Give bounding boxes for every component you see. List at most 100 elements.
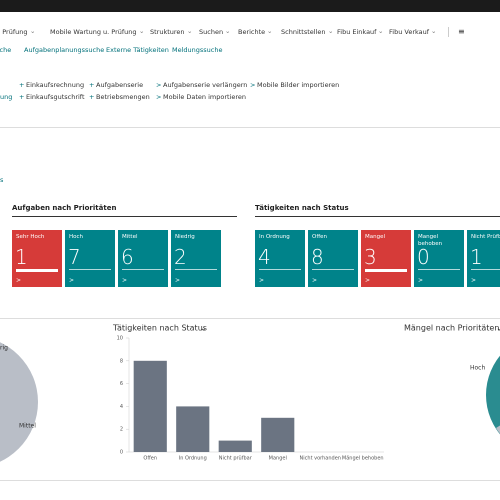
action[interactable]: Einkaufsgutschrift xyxy=(26,93,85,101)
menu-item[interactable]: Mobile Wartung u. Prüfung xyxy=(50,28,137,36)
tile-label: In Ordnung xyxy=(259,234,290,240)
bar xyxy=(261,417,295,452)
x-tick-label: Nicht vorhanden xyxy=(300,456,341,462)
x-tick-label: Offen xyxy=(143,456,157,462)
menu-item[interactable]: Strukturen xyxy=(150,28,185,36)
bar xyxy=(218,440,252,452)
chevron[interactable]: ⌄ xyxy=(200,324,207,333)
action-icon: + xyxy=(19,81,25,89)
y-tick-label: 4 xyxy=(120,404,123,410)
x-tick-label: In Ordnung xyxy=(179,456,207,462)
action[interactable]: Aufgabenserie verlängern xyxy=(163,81,248,89)
y-tick-label: 8 xyxy=(120,358,123,364)
separator xyxy=(0,318,500,319)
chevron: ⌄ xyxy=(187,27,193,35)
chevron: ⌄ xyxy=(431,27,437,35)
tile-value: 6 xyxy=(121,245,134,269)
action[interactable]: Aufgabenserie xyxy=(96,81,144,89)
menu-icon[interactable]: ≡ xyxy=(458,27,465,36)
chart-title: Mängel nach Prioritäten xyxy=(404,324,499,333)
y-tick-label: 10 xyxy=(117,336,123,342)
tile[interactable]: Offen 8 > xyxy=(308,230,358,287)
tile[interactable]: Mangel 3 > xyxy=(361,230,411,287)
action[interactable]: ung xyxy=(0,93,13,101)
tile[interactable]: Sehr Hoch 1 > xyxy=(12,230,62,287)
tile-arrow: > xyxy=(312,277,318,284)
action[interactable]: Einkaufsrechnung xyxy=(26,81,85,89)
tile[interactable]: Mangel behoben 0 > xyxy=(414,230,464,287)
pie-slice xyxy=(496,425,500,434)
chevron: ⌄ xyxy=(378,27,384,35)
tile-label: Nicht Prüfb xyxy=(471,234,500,240)
chevron: ⌄ xyxy=(30,27,36,35)
x-tick-label: Nicht prüfbar xyxy=(219,456,253,462)
tile-arrow: > xyxy=(122,277,128,284)
tile-label: Hoch xyxy=(69,234,84,240)
tile-arrow: > xyxy=(259,277,265,284)
chevron: ⌄ xyxy=(328,27,334,35)
action[interactable]: Betriebsmengen xyxy=(96,93,150,101)
tile[interactable]: Hoch 7 > xyxy=(65,230,115,287)
chevron: ⌄ xyxy=(225,27,231,35)
group-title: Tätigkeiten nach Status xyxy=(255,204,349,212)
group-title: Aufgaben nach Prioritäten xyxy=(12,204,117,212)
tile-indicator xyxy=(175,269,217,270)
group-line xyxy=(255,216,500,217)
separator xyxy=(0,480,500,481)
tile-indicator xyxy=(312,269,354,270)
tile[interactable]: Niedrig 2 > xyxy=(171,230,221,287)
tile-indicator xyxy=(471,269,500,270)
x-tick-label: Mängel behoben xyxy=(342,456,384,462)
tile-indicator xyxy=(69,269,111,270)
action-icon: > xyxy=(250,81,256,89)
menu-item[interactable]: Suchen xyxy=(199,28,224,36)
menu-item[interactable]: Fibu Einkauf xyxy=(337,28,377,36)
tile-value: 0 xyxy=(417,245,430,269)
tile[interactable]: Nicht Prüfb 1 > xyxy=(467,230,500,287)
tile-label: Mittel xyxy=(122,234,138,240)
action-icon: + xyxy=(19,93,25,101)
tile-arrow: > xyxy=(16,277,22,284)
menu-item[interactable]: Fibu Verkauf xyxy=(389,28,430,36)
pie-left xyxy=(0,342,38,462)
pie-label: Mittel xyxy=(19,423,36,430)
tile-indicator xyxy=(259,269,301,270)
link[interactable]: Externe Tätigkeiten xyxy=(106,46,169,54)
action[interactable]: Mobile Bilder importieren xyxy=(257,81,340,89)
y-tick-label: 2 xyxy=(120,427,123,433)
tile-arrow: > xyxy=(365,277,371,284)
chevron: ⌄ xyxy=(267,27,273,35)
menu-item[interactable]: u. Prüfung xyxy=(0,28,28,36)
link[interactable]: Aufgabenplanungssuche xyxy=(24,46,105,54)
link[interactable]: suche xyxy=(0,46,12,54)
action-icon: + xyxy=(89,93,95,101)
tile-arrow: > xyxy=(418,277,424,284)
y-tick-label: 0 xyxy=(120,450,123,456)
action[interactable]: Mobile Daten importieren xyxy=(163,93,247,101)
chevron: ⌄ xyxy=(139,27,145,35)
tile[interactable]: Mittel 6 > xyxy=(118,230,168,287)
action-icon: > xyxy=(156,93,162,101)
pie-label: rig xyxy=(0,345,8,352)
separator xyxy=(0,127,500,128)
menu-item[interactable]: Berichte xyxy=(238,28,266,36)
tile-indicator xyxy=(16,269,58,272)
tile-value: 1 xyxy=(15,245,28,269)
tile[interactable]: In Ordnung 4 > xyxy=(255,230,305,287)
menu-item[interactable]: Schnittstellen xyxy=(281,28,326,36)
chevron[interactable]: ⌄ xyxy=(496,324,500,333)
y-tick-label: 6 xyxy=(120,381,123,387)
action-icon: + xyxy=(89,81,95,89)
tile-value: 2 xyxy=(174,245,187,269)
tile-arrow: > xyxy=(471,277,477,284)
action-icon: > xyxy=(156,81,162,89)
link[interactable]: Meldungssuche xyxy=(172,46,223,54)
tile-arrow: > xyxy=(175,277,181,284)
tile-value: 4 xyxy=(258,245,271,269)
section-label: s xyxy=(0,176,4,184)
tile-label: Mangel behoben xyxy=(418,234,443,247)
top-bar xyxy=(0,0,500,12)
tile-value: 3 xyxy=(364,245,377,269)
